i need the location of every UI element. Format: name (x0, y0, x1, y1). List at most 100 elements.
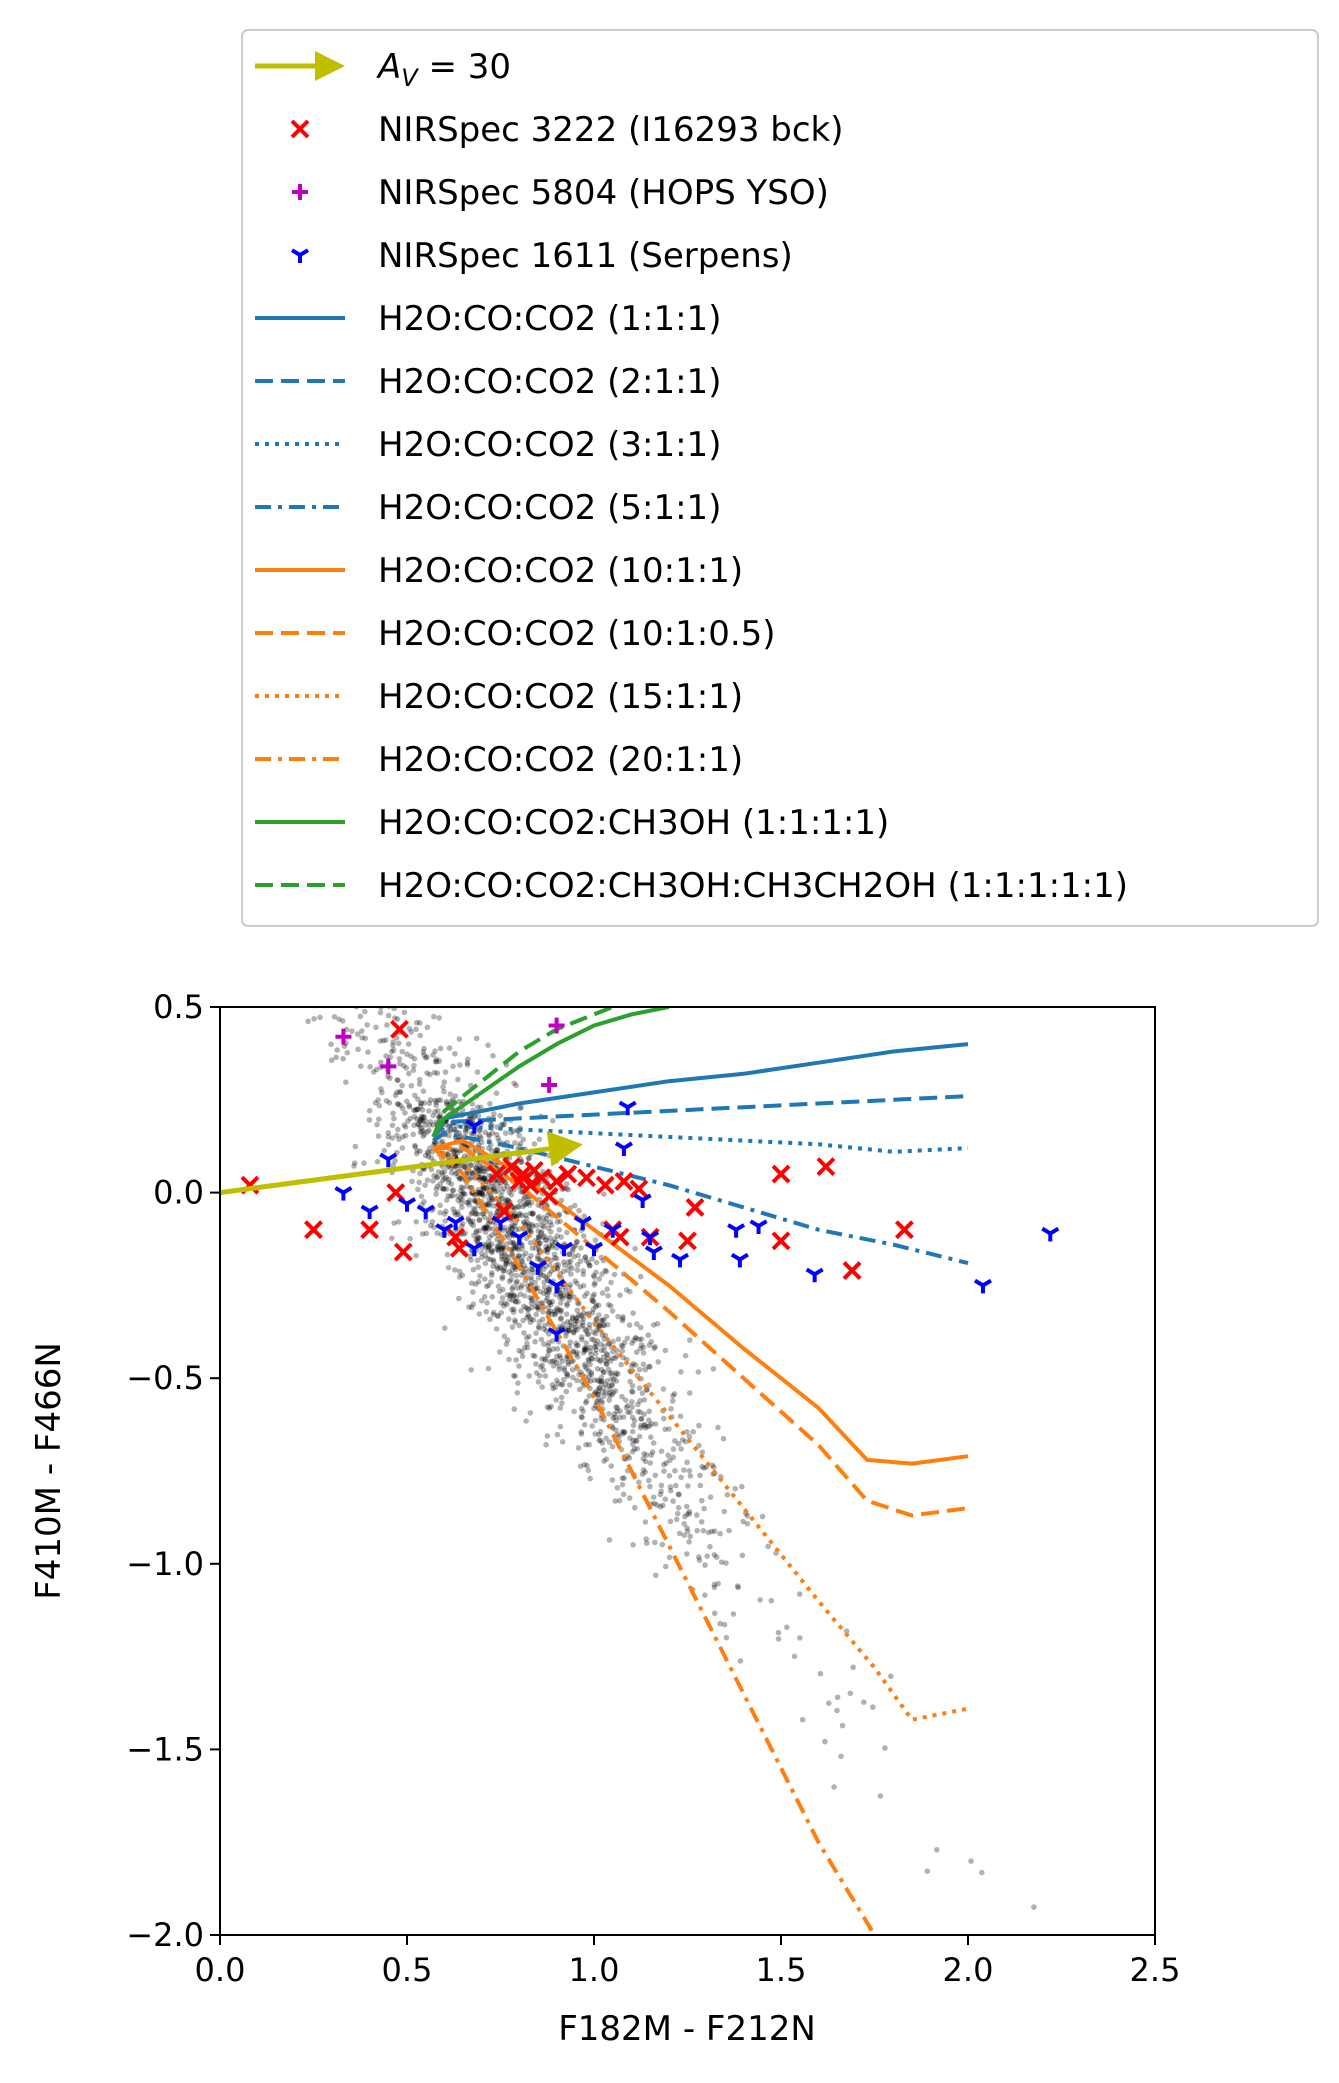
background-point (460, 1191, 467, 1197)
background-point (364, 1022, 371, 1028)
background-point (545, 1347, 552, 1354)
background-point (596, 1378, 602, 1384)
background-point (443, 1100, 450, 1107)
background-point (662, 1347, 669, 1354)
legend-entry: NIRSpec 3222 (I16293 bck) (290, 110, 844, 150)
background-point (481, 1193, 487, 1199)
background-point (546, 1243, 553, 1249)
background-point (519, 1258, 526, 1265)
background-point (535, 1228, 541, 1234)
nirspec-marker (670, 1252, 690, 1268)
background-point (446, 1176, 452, 1183)
background-point (572, 1202, 578, 1209)
background-point (367, 1064, 373, 1070)
background-point (593, 1315, 600, 1322)
background-point (449, 1187, 456, 1194)
background-point (386, 1100, 393, 1106)
background-point (495, 1283, 502, 1290)
background-point (637, 1425, 644, 1431)
background-point (594, 1366, 601, 1372)
background-point (492, 1185, 498, 1192)
background-point (525, 1311, 531, 1318)
background-point (480, 1225, 487, 1232)
background-point (604, 1321, 611, 1328)
background-point (586, 1262, 593, 1269)
background-point (638, 1422, 644, 1429)
nirspec-marker (539, 1186, 559, 1206)
background-point (463, 1129, 469, 1136)
background-point (493, 1263, 500, 1269)
background-point (604, 1361, 610, 1368)
background-point (585, 1331, 592, 1337)
background-point (573, 1315, 580, 1322)
background-point (379, 1089, 385, 1096)
background-point (466, 1197, 473, 1204)
background-point (375, 1097, 381, 1103)
background-point (536, 1233, 542, 1240)
background-point (487, 1316, 493, 1323)
background-point (455, 1211, 461, 1218)
background-point (475, 1189, 481, 1195)
background-point (1031, 1904, 1037, 1910)
background-point (437, 1202, 443, 1209)
background-point (403, 1132, 409, 1139)
background-point (580, 1316, 587, 1322)
background-point (658, 1448, 665, 1455)
background-point (569, 1314, 576, 1320)
background-point (454, 1193, 461, 1199)
background-point (564, 1356, 570, 1362)
background-point (579, 1337, 585, 1343)
background-point (567, 1323, 573, 1329)
background-point (480, 1187, 487, 1193)
background-point (501, 1250, 508, 1256)
background-point (462, 1163, 468, 1170)
background-point (614, 1347, 620, 1354)
background-point (450, 1206, 457, 1212)
background-point (558, 1307, 565, 1314)
background-point (551, 1251, 558, 1258)
y-axis-label: F410M - F466N (29, 1342, 69, 1600)
background-point (524, 1306, 531, 1312)
background-point (595, 1377, 601, 1384)
background-point (602, 1267, 608, 1274)
x-tick-label: 0.5 (382, 1951, 433, 1989)
background-point (598, 1317, 605, 1324)
background-point (433, 1186, 440, 1192)
background-point (451, 1209, 458, 1216)
background-point (609, 1308, 616, 1314)
background-point (631, 1418, 638, 1424)
background-point (547, 1359, 553, 1365)
background-point (513, 1299, 519, 1305)
background-point (650, 1494, 657, 1500)
background-point (573, 1324, 579, 1331)
background-point (489, 1248, 495, 1254)
background-point (497, 1264, 504, 1270)
background-point (354, 1031, 361, 1037)
background-point (797, 1635, 803, 1641)
background-point (548, 1257, 555, 1263)
background-point (599, 1400, 605, 1406)
background-point (734, 1583, 741, 1589)
background-point (561, 1365, 567, 1371)
background-point (675, 1440, 682, 1447)
background-point (496, 1288, 503, 1294)
background-point (564, 1302, 570, 1309)
background-point (532, 1353, 538, 1359)
background-point (711, 1584, 718, 1591)
background-point (590, 1298, 597, 1304)
background-point (411, 1056, 418, 1062)
background-point (416, 1076, 423, 1083)
background-point (503, 1257, 510, 1264)
background-point (610, 1376, 617, 1383)
background-point (633, 1437, 639, 1444)
background-point (380, 1037, 387, 1044)
background-point (417, 1118, 424, 1125)
background-point (489, 1196, 496, 1202)
background-point (418, 990, 424, 996)
background-point (494, 1266, 501, 1272)
background-point (481, 1165, 488, 1172)
background-point (386, 986, 392, 992)
background-point (471, 1192, 478, 1198)
background-point (551, 1358, 558, 1364)
background-point (557, 1294, 563, 1301)
